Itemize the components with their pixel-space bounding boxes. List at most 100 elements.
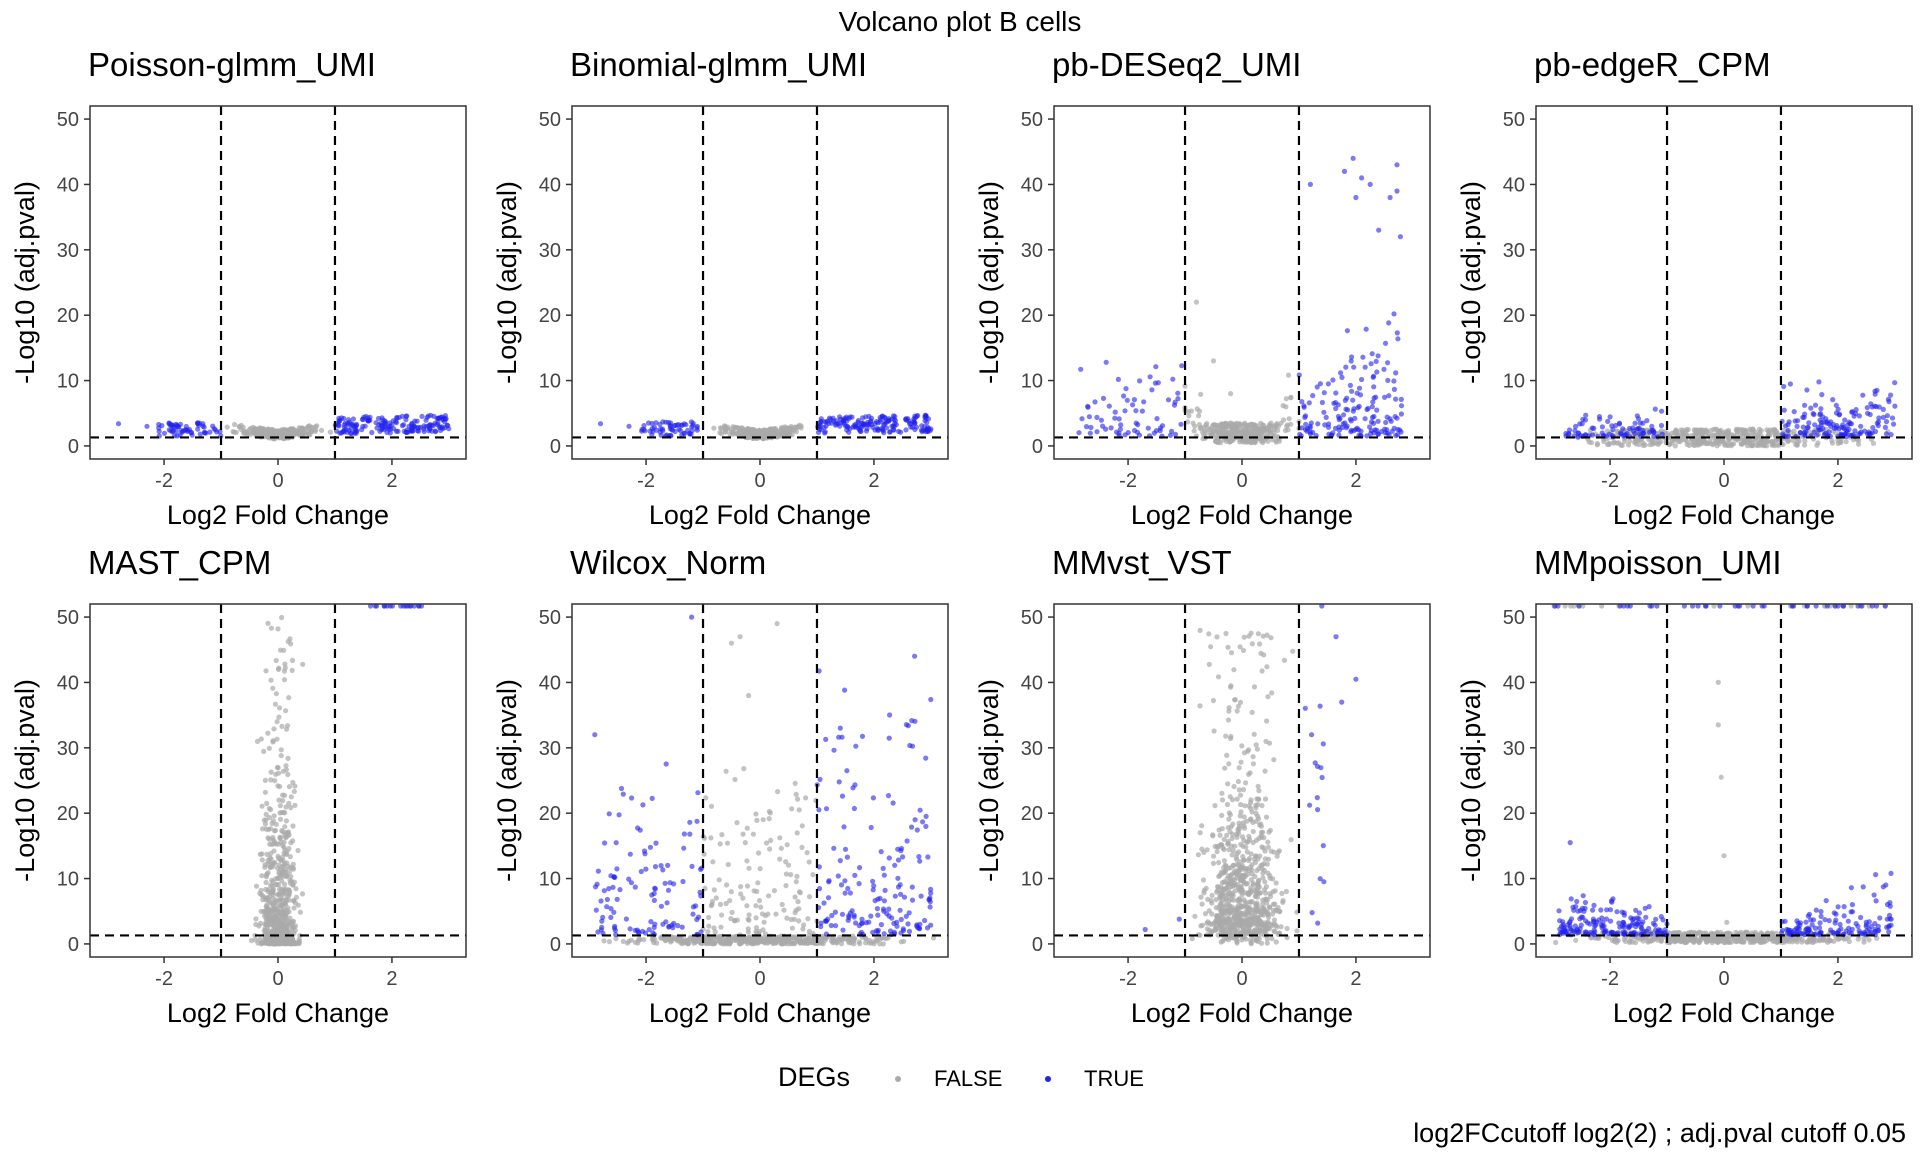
deg-true-point xyxy=(1397,427,1403,433)
deg-false-point xyxy=(1196,408,1203,414)
deg-false-point xyxy=(1254,886,1260,892)
y-tick-label: 30 xyxy=(57,240,79,262)
deg-true-point xyxy=(1142,926,1148,933)
false-points xyxy=(601,621,937,947)
y-tick-label: 30 xyxy=(57,738,79,760)
deg-false-point xyxy=(1199,901,1205,907)
deg-false-point xyxy=(1248,885,1254,891)
deg-true-point xyxy=(1359,376,1365,383)
deg-true-point xyxy=(1873,404,1879,410)
deg-false-point xyxy=(1270,907,1276,913)
deg-false-point xyxy=(1264,632,1270,638)
y-tick-label: 0 xyxy=(1032,436,1043,458)
deg-false-point xyxy=(1791,428,1797,434)
deg-false-point xyxy=(717,841,723,847)
y-tick-label: 20 xyxy=(1021,305,1043,327)
y-axis-label: -Log10 (adj.pval) xyxy=(974,181,1004,384)
deg-false-point xyxy=(1279,890,1285,896)
deg-false-point xyxy=(1200,429,1206,435)
deg-false-point xyxy=(1729,432,1735,438)
deg-false-point xyxy=(277,647,284,653)
facet-title: Wilcox_Norm xyxy=(570,544,767,581)
deg-false-point xyxy=(708,835,714,841)
true-points xyxy=(1076,155,1405,439)
y-tick-label: 40 xyxy=(1021,672,1043,694)
deg-true-point xyxy=(881,430,887,436)
deg-false-point xyxy=(286,784,292,790)
deg-false-point xyxy=(276,714,282,720)
deg-true-point xyxy=(922,917,928,924)
deg-true-point xyxy=(1819,392,1825,398)
deg-false-point xyxy=(1231,783,1237,790)
deg-false-point xyxy=(851,938,857,944)
deg-false-point xyxy=(262,926,268,932)
deg-false-point xyxy=(1232,888,1238,894)
deg-false-point xyxy=(1192,913,1198,919)
deg-false-point xyxy=(280,798,286,804)
deg-false-point xyxy=(275,783,281,789)
deg-false-point xyxy=(1246,905,1252,911)
deg-false-point xyxy=(1205,896,1211,902)
deg-false-point xyxy=(283,897,289,903)
deg-false-point xyxy=(1236,765,1242,771)
deg-true-point xyxy=(909,897,916,903)
deg-false-point xyxy=(727,898,733,904)
deg-true-point xyxy=(671,881,677,887)
deg-false-point xyxy=(706,914,712,921)
deg-false-point xyxy=(774,621,780,627)
deg-true-point xyxy=(1806,420,1812,426)
deg-false-point xyxy=(1248,941,1254,947)
deg-false-point xyxy=(1275,423,1281,429)
deg-true-point xyxy=(832,909,838,915)
deg-false-point xyxy=(1758,428,1764,434)
deg-false-point xyxy=(1714,432,1721,438)
deg-false-point xyxy=(727,936,733,942)
y-tick-label: 50 xyxy=(57,109,79,131)
deg-false-point xyxy=(1246,633,1252,639)
deg-true-point xyxy=(426,428,432,434)
deg-false-point xyxy=(799,823,805,829)
deg-true-point xyxy=(1347,382,1353,388)
deg-true-point xyxy=(690,422,696,429)
deg-true-point xyxy=(1852,428,1858,434)
deg-false-point xyxy=(1258,420,1264,426)
deg-false-point xyxy=(1281,417,1287,423)
deg-false-point xyxy=(1688,438,1695,445)
deg-false-point xyxy=(291,788,297,795)
deg-false-point xyxy=(1255,425,1261,432)
y-tick-label: 30 xyxy=(1021,240,1043,262)
deg-false-point xyxy=(802,937,808,944)
deg-false-point xyxy=(1672,437,1678,443)
deg-false-point xyxy=(1263,896,1269,902)
deg-false-point xyxy=(1253,909,1259,915)
deg-false-point xyxy=(728,640,735,646)
deg-true-point xyxy=(870,878,876,884)
deg-true-point xyxy=(379,415,385,421)
deg-true-point xyxy=(1803,428,1809,435)
deg-false-point xyxy=(1715,440,1721,446)
deg-false-point xyxy=(799,844,805,850)
deg-true-point xyxy=(836,779,842,785)
deg-true-point xyxy=(367,414,373,420)
deg-false-point xyxy=(265,835,271,841)
deg-true-point xyxy=(1393,396,1399,402)
deg-false-point xyxy=(1248,877,1254,883)
deg-false-point xyxy=(1636,441,1642,448)
deg-true-point xyxy=(1605,418,1611,424)
true-points xyxy=(1142,603,1359,933)
deg-true-point xyxy=(1351,406,1357,412)
deg-true-point xyxy=(1112,409,1118,415)
deg-false-point xyxy=(1214,849,1220,855)
deg-true-point xyxy=(1308,420,1314,426)
deg-false-point xyxy=(1223,630,1229,637)
deg-false-point xyxy=(287,919,293,926)
y-tick-label: 10 xyxy=(57,869,79,891)
deg-false-point xyxy=(287,929,293,935)
deg-true-point xyxy=(1391,378,1397,384)
deg-false-point xyxy=(1256,936,1262,942)
deg-true-point xyxy=(412,418,418,424)
deg-false-point xyxy=(1256,788,1262,794)
deg-true-point xyxy=(887,429,893,435)
x-tick-label: -2 xyxy=(637,968,655,990)
deg-true-point xyxy=(1134,429,1141,435)
